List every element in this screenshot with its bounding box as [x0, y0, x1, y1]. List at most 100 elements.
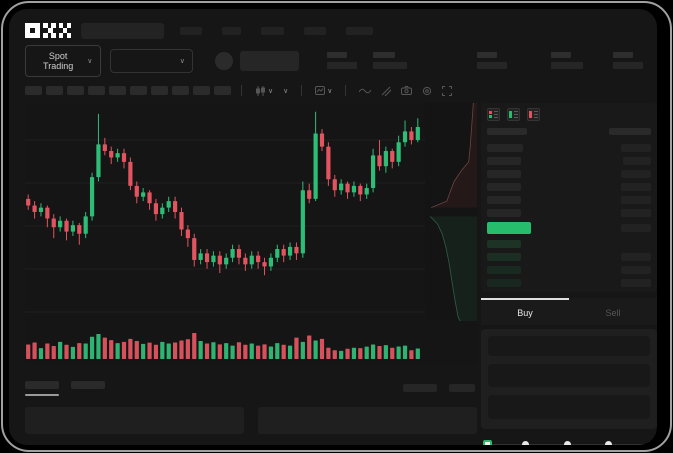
price-placeholder	[487, 208, 521, 217]
nav-item-placeholder[interactable]	[180, 26, 202, 35]
timeframe-button-placeholder[interactable]	[214, 86, 231, 95]
orderbook-view-all-icon[interactable]	[487, 108, 500, 121]
chart-column	[25, 103, 477, 445]
bottom-tabs-left	[25, 380, 117, 396]
slider-stop-3[interactable]	[605, 441, 613, 445]
market-bar: Spot Trading ∨ ∨	[9, 44, 657, 77]
candle-type-dropdown[interactable]: ∨	[255, 85, 273, 96]
amount-placeholder	[621, 182, 651, 191]
bottom-tab-underline	[71, 394, 105, 396]
bottom-tab-placeholder[interactable]	[71, 380, 105, 396]
ticker-stats	[299, 52, 643, 69]
timeframe-button-placeholder[interactable]	[46, 86, 63, 95]
candlestick-icon	[256, 85, 265, 96]
ticker-stat-placeholder	[373, 52, 407, 69]
toolbar-divider	[241, 85, 242, 96]
ask-row[interactable]	[487, 154, 651, 167]
coin-icon	[214, 51, 233, 70]
wave-line-icon	[359, 88, 372, 93]
order-input-placeholder-2[interactable]	[488, 395, 650, 419]
bottom-tab-bar	[71, 380, 105, 389]
slider-stop-1[interactable]	[521, 441, 529, 445]
order-book	[481, 103, 657, 292]
pair-name-placeholder	[239, 50, 299, 71]
slider-stop-2[interactable]	[563, 441, 571, 445]
order-input-placeholder-0[interactable]	[488, 336, 650, 356]
timeframe-button-placeholder[interactable]	[130, 86, 147, 95]
ask-row[interactable]	[487, 141, 651, 154]
tab-sell[interactable]: Sell	[605, 308, 621, 318]
nav-item-placeholder[interactable]	[304, 26, 326, 35]
price-chart[interactable]	[25, 103, 477, 365]
timeframe-button-placeholder[interactable]	[67, 86, 84, 95]
amount-placeholder	[621, 278, 651, 287]
bid-row[interactable]	[487, 237, 651, 250]
timeframe-button-placeholder[interactable]	[25, 86, 42, 95]
toolbar-divider	[301, 85, 303, 96]
chart-toolbar: ∨ ∨ ∨	[9, 83, 657, 98]
slider-stop-4[interactable]	[648, 441, 655, 445]
fullscreen-button[interactable]	[442, 85, 453, 96]
ticker-stat-placeholder	[327, 52, 357, 69]
chart-settings-button[interactable]	[422, 86, 432, 96]
tab-buy[interactable]: Buy	[481, 298, 569, 325]
fullscreen-icon	[442, 85, 453, 96]
last-amount-placeholder	[621, 224, 651, 232]
orderbook-view-asks-icon[interactable]	[527, 108, 540, 121]
market-type-dropdown[interactable]: Spot Trading ∨	[25, 44, 102, 77]
timeframe-button-placeholder[interactable]	[109, 86, 126, 95]
ask-row[interactable]	[487, 167, 651, 180]
timeframe-button-placeholder[interactable]	[151, 86, 168, 95]
timeframe-button-placeholder[interactable]	[88, 86, 105, 95]
timeframe-buttons	[25, 86, 231, 95]
ask-row[interactable]	[487, 193, 651, 206]
top-nav-placeholders	[180, 26, 373, 35]
bottom-tab-underline	[25, 393, 59, 396]
bid-row[interactable]	[487, 276, 651, 289]
gear-icon	[423, 86, 432, 95]
stat-label-placeholder	[551, 52, 571, 58]
pair-select-dropdown[interactable]: ∨	[110, 48, 193, 73]
nav-item-placeholder[interactable]	[222, 26, 241, 35]
last-price-row[interactable]	[487, 220, 651, 236]
bottom-action-placeholder[interactable]	[449, 384, 475, 392]
bottom-tab-bar	[25, 380, 59, 389]
orderbook-view-bids-icon[interactable]	[507, 108, 520, 121]
order-input-placeholder-1[interactable]	[488, 364, 650, 387]
bottom-tab-placeholder[interactable]	[25, 380, 59, 396]
toolbar-divider	[345, 85, 347, 96]
timeframe-button-placeholder[interactable]	[193, 86, 210, 95]
price-placeholder	[487, 143, 523, 152]
ticker-stat-placeholder	[551, 52, 583, 69]
indicators-icon	[315, 86, 326, 95]
compare-button[interactable]	[381, 86, 392, 96]
line-tool-button[interactable]	[359, 87, 372, 95]
trade-sidebar: Buy Sell	[481, 103, 657, 445]
ask-row[interactable]	[487, 180, 651, 193]
amount-placeholder	[621, 265, 651, 274]
amount-slider[interactable]	[483, 439, 655, 445]
stat-label-placeholder	[373, 52, 395, 58]
okx-logo[interactable]	[25, 23, 71, 38]
bid-row[interactable]	[487, 250, 651, 263]
orders-table-placeholders	[25, 407, 477, 434]
amount-placeholder	[621, 169, 651, 178]
nav-item-placeholder[interactable]	[261, 26, 284, 35]
screenshot-button[interactable]	[401, 86, 413, 95]
chevron-down-icon: ∨	[283, 87, 289, 95]
interval-dropdown[interactable]: ∨	[283, 87, 288, 95]
price-placeholder	[487, 182, 521, 191]
candlestick-chart-canvas[interactable]	[25, 103, 477, 365]
indicators-dropdown[interactable]: ∨	[315, 86, 332, 95]
bid-row[interactable]	[487, 263, 651, 276]
slider-stop-0[interactable]	[483, 440, 492, 445]
search-placeholder[interactable]	[81, 22, 164, 39]
stat-label-placeholder	[613, 52, 633, 58]
ask-row[interactable]	[487, 206, 651, 219]
nav-item-placeholder[interactable]	[346, 26, 373, 35]
stat-label-placeholder	[477, 52, 497, 58]
orderbook-header	[487, 128, 651, 135]
bottom-action-placeholder[interactable]	[403, 384, 437, 392]
timeframe-button-placeholder[interactable]	[172, 86, 189, 95]
price-placeholder	[487, 169, 521, 178]
